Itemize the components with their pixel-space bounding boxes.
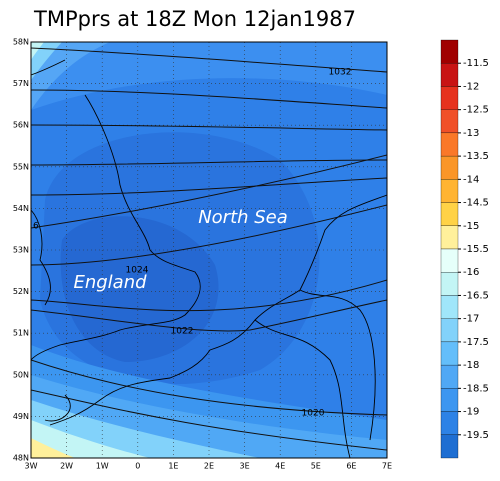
- lat-label: 58N: [13, 38, 29, 47]
- field-band: [60, 216, 219, 362]
- colorbar: -11.5 -12 -12.5 -13 -13.5 -14 -14.5 -15 -15.5 -16…: [440, 39, 489, 459]
- contour-label: 1022: [171, 327, 194, 337]
- colorbar-swatch: [440, 295, 459, 319]
- coastline: [31, 209, 51, 306]
- contour-label: 6: [33, 222, 39, 232]
- contour: [31, 299, 387, 451]
- field-band: [31, 42, 62, 80]
- lon-label: 2E: [204, 462, 214, 471]
- colorbar-swatch: [440, 39, 459, 64]
- colorbar-label: -19.5: [463, 430, 489, 441]
- lon-label: 4E: [275, 462, 285, 471]
- contour: [31, 154, 387, 312]
- lat-label: 51N: [13, 329, 29, 338]
- colorbar-label: -12: [463, 81, 479, 92]
- colorbar-label: -13: [463, 128, 479, 139]
- colorbar-label: -18.5: [463, 383, 489, 394]
- colorbar-swatch: [440, 388, 459, 412]
- contour-label: 1032: [329, 68, 352, 78]
- lon-label: 6E: [346, 462, 356, 471]
- lat-label: 48N: [13, 454, 29, 463]
- colorbar-swatch: [440, 272, 459, 296]
- colorbar-swatch: [440, 202, 459, 226]
- map-title: TMPprs at 18Z Mon 12jan1987: [33, 7, 356, 31]
- colorbar-swatch: [440, 248, 459, 273]
- lat-label: 56N: [13, 121, 29, 130]
- map-area: [31, 42, 387, 458]
- colorbar-label: -19: [463, 407, 479, 418]
- contour-label: 1024: [126, 266, 149, 276]
- lat-label: 52N: [13, 287, 29, 296]
- lat-label: 57N: [13, 79, 29, 88]
- field-band: [31, 42, 387, 110]
- contour: [31, 47, 387, 196]
- lon-label: 1W: [96, 462, 109, 471]
- colorbar-label: -14.5: [463, 198, 489, 209]
- colorbar-swatch: [440, 109, 459, 134]
- colorbar-swatch: [440, 341, 459, 366]
- border: [254, 289, 376, 458]
- colorbar-swatch: [440, 155, 459, 180]
- graticule: [31, 42, 387, 458]
- lat-label: 53N: [13, 246, 29, 255]
- place-label: North Sea: [198, 207, 288, 228]
- map-frame: [30, 41, 388, 459]
- colorbar-swatch: [440, 318, 459, 343]
- colorbar-label: -15: [463, 221, 479, 232]
- contour-label: 1020: [302, 409, 325, 419]
- colorbar-swatch: [440, 179, 459, 203]
- colorbar-label: -15.5: [463, 244, 489, 255]
- colorbar-label: -17.5: [463, 337, 489, 348]
- colorbar-swatch: [440, 225, 459, 250]
- place-label: England: [73, 272, 147, 293]
- colorbar-label: -13.5: [463, 151, 489, 162]
- lat-label: 54N: [13, 204, 29, 213]
- lon-label: 3E: [240, 462, 250, 471]
- colorbar-swatch: [440, 63, 459, 87]
- lon-label: 7E: [382, 462, 392, 471]
- colorbar-label: -18: [463, 360, 479, 371]
- colorbar-swatch: [440, 411, 459, 435]
- lon-label: 1E: [168, 462, 178, 471]
- lat-label: 55N: [13, 162, 29, 171]
- colorbar-label: -11.5: [463, 58, 489, 69]
- field-band: [31, 42, 44, 60]
- field-band: [31, 420, 150, 458]
- colorbar-swatch: [440, 86, 459, 110]
- colorbar-label: -16.5: [463, 290, 489, 301]
- lon-label: 2W: [60, 462, 73, 471]
- coastline: [49, 194, 387, 426]
- lon-label: 5E: [311, 462, 321, 471]
- colorbar-label: -16: [463, 267, 479, 278]
- colorbar-label: -17: [463, 314, 479, 325]
- colorbar-swatch: [440, 364, 459, 389]
- colorbar-swatch: [440, 132, 459, 157]
- field-band: [31, 438, 75, 458]
- lat-label: 49N: [13, 412, 29, 421]
- field-band: [31, 42, 110, 110]
- lon-label: 0: [135, 462, 140, 471]
- lon-label: 3W: [25, 462, 38, 471]
- colorbar-swatch: [440, 434, 459, 459]
- coastline: [31, 59, 201, 361]
- colorbar-label: -14: [463, 174, 479, 185]
- lat-label: 50N: [13, 370, 29, 379]
- colorbar-label: -12.5: [463, 105, 489, 116]
